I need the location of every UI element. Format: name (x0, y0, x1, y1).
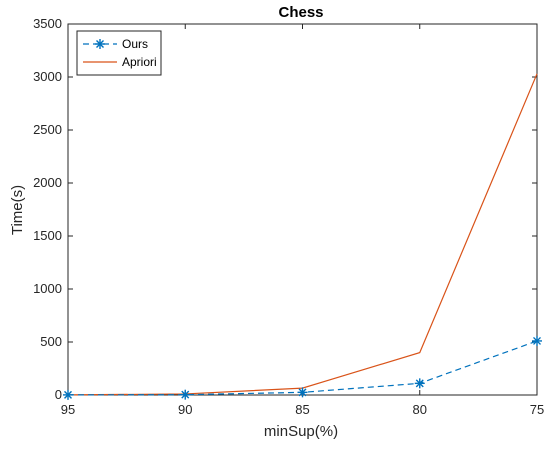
legend-box (76, 30, 162, 76)
y-axis-label: Time(s) (9, 185, 26, 235)
legend-label-apriori: Apriori (122, 55, 157, 69)
x-tick-label: 95 (61, 402, 75, 417)
data-point-ours (180, 389, 191, 400)
x-tick-label: 90 (178, 402, 192, 417)
data-point-ours (414, 378, 425, 389)
x-tick-label: 80 (413, 402, 427, 417)
x-tick-label: 75 (530, 402, 544, 417)
x-tick-label: 85 (295, 402, 309, 417)
plot-frame (67, 23, 538, 396)
y-tick-label: 2500 (33, 122, 62, 137)
data-point-ours (532, 335, 542, 346)
legend-marker-ours (95, 39, 105, 49)
x-axis-label: minSup(%) (264, 423, 338, 440)
y-tick-label: 1500 (33, 228, 62, 243)
y-tick-label: 3500 (33, 16, 62, 31)
legend: Ours Apriori (76, 30, 162, 76)
y-tick-label: 1000 (33, 281, 62, 296)
y-tick-label: 2000 (33, 175, 62, 190)
chart-title: Chess (278, 4, 323, 21)
y-tick-label: 3000 (33, 69, 62, 84)
y-tick-label: 500 (40, 334, 62, 349)
y-tick-label: 0 (55, 387, 62, 402)
data-point-ours (297, 387, 308, 398)
plot-area: 0 500 1000 1500 2000 2500 3000 3500 95 90 85 80 75 (33, 16, 544, 417)
legend-label-ours: Ours (122, 37, 148, 51)
data-point-ours (63, 389, 73, 400)
